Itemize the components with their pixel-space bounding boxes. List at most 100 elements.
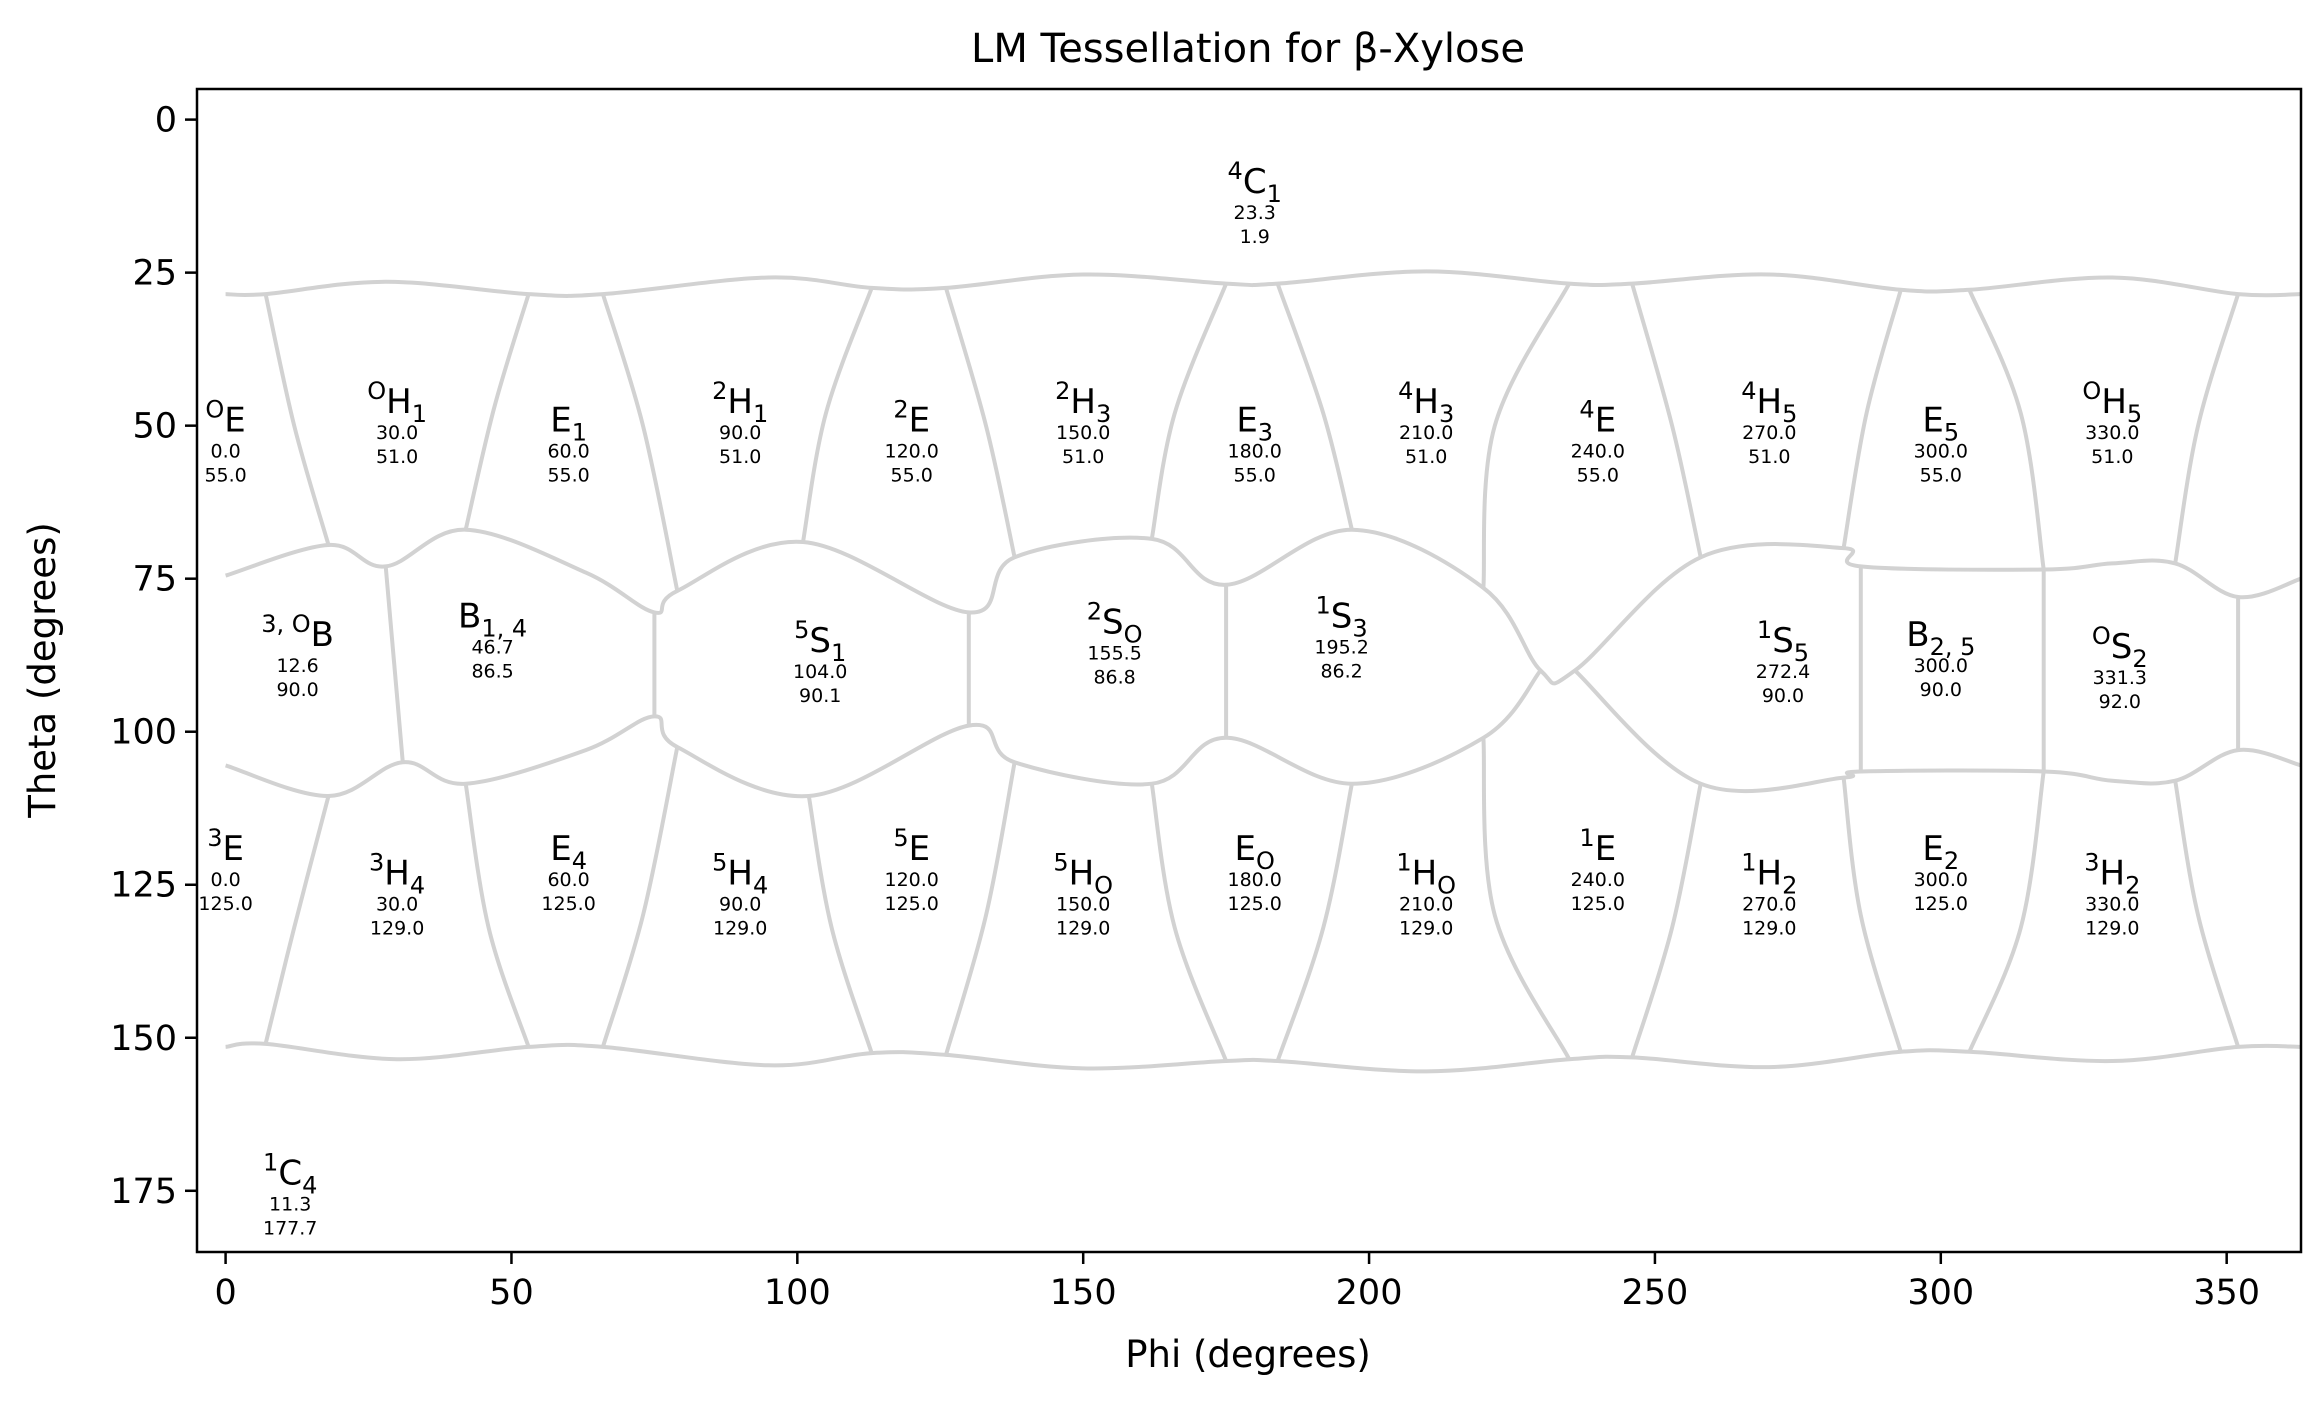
tessellation-edge <box>1841 289 1903 549</box>
pucker-phi-value: 46.7 <box>471 636 513 658</box>
pucker-theta-value: 92.0 <box>2099 691 2141 713</box>
pucker-phi-value: 270.0 <box>1742 422 1796 444</box>
pucker-theta-value: 1.9 <box>1240 226 1270 248</box>
pucker-point: OE0.055.0 <box>204 396 246 487</box>
pucker-theta-value: 125.0 <box>884 893 938 915</box>
pucker-phi-value: 240.0 <box>1571 441 1625 463</box>
pucker-name-label: B2, 5 <box>1906 615 1975 661</box>
pucker-name-label: 2E <box>893 396 930 441</box>
x-tick-label: 350 <box>2193 1273 2260 1313</box>
pucker-name-label: 5H4 <box>712 849 768 900</box>
y-axis-label: Theta (degrees) <box>21 522 64 819</box>
tessellation-boundaries <box>225 269 2302 1074</box>
pucker-theta-value: 86.2 <box>1320 660 1362 682</box>
tessellation-edge <box>1573 669 2302 794</box>
pucker-theta-value: 55.0 <box>547 465 589 487</box>
pucker-phi-value: 270.0 <box>1742 894 1796 916</box>
pucker-name-label: 5S1 <box>794 616 846 667</box>
pucker-name-label: E3 <box>1236 401 1273 447</box>
tessellation-edge <box>944 287 1017 558</box>
pucker-theta-value: 55.0 <box>204 465 246 487</box>
pucker-phi-value: 300.0 <box>1914 441 1968 463</box>
y-tick-label: 0 <box>155 101 177 141</box>
tessellation-edge <box>1149 282 1228 540</box>
y-tick-label: 125 <box>110 866 177 906</box>
x-axis-label: Phi (degrees) <box>1125 1333 1371 1376</box>
tessellation-edge <box>600 293 680 592</box>
pucker-name-label: E2 <box>1922 829 1959 875</box>
pucker-name-label: 2H3 <box>1055 377 1111 428</box>
pucker-phi-value: 300.0 <box>1914 655 1968 677</box>
pucker-phi-value: 300.0 <box>1914 869 1968 891</box>
tessellation-edge <box>944 761 1017 1056</box>
tessellation-edge <box>1967 289 2046 570</box>
x-tick-label: 200 <box>1336 1273 1403 1313</box>
pucker-phi-value: 60.0 <box>547 869 589 891</box>
y-tick-label: 100 <box>110 713 177 753</box>
pucker-theta-value: 90.0 <box>276 679 318 701</box>
pucker-phi-value: 30.0 <box>376 422 418 444</box>
tessellation-edge <box>801 287 874 543</box>
x-tick-label: 100 <box>764 1273 831 1313</box>
pucker-phi-value: 30.0 <box>376 894 418 916</box>
pucker-name-label: OH1 <box>367 377 427 428</box>
pucker-theta-value: 90.0 <box>1920 679 1962 701</box>
pucker-phi-value: 330.0 <box>2085 894 2139 916</box>
tessellation-edge <box>1841 777 1903 1053</box>
pucker-theta-value: 51.0 <box>376 446 418 468</box>
tessellation-edge <box>1630 283 1703 558</box>
pucker-name-label: 1H2 <box>1741 849 1797 900</box>
pucker-name-label: 1HO <box>1396 849 1456 900</box>
tessellation-edge <box>600 746 680 1048</box>
tessellation-edge <box>383 566 405 763</box>
y-tick-label: 25 <box>132 254 177 294</box>
pucker-theta-value: 125.0 <box>198 893 252 915</box>
pucker-phi-value: 12.6 <box>276 655 318 677</box>
pucker-name-label: 3E <box>207 824 244 869</box>
pucker-labels: 4C123.31.9OE0.055.0OH130.051.0E160.055.0… <box>198 157 2147 1240</box>
pucker-phi-value: 180.0 <box>1227 869 1281 891</box>
tessellation-edge <box>1275 783 1354 1062</box>
pucker-point: B1, 446.786.5 <box>458 596 527 682</box>
plot-frame <box>195 87 2303 1254</box>
tessellation-edge <box>225 669 1543 799</box>
pucker-theta-value: 125.0 <box>1571 893 1625 915</box>
pucker-name-label: EO <box>1235 829 1275 875</box>
pucker-name-label: 3H4 <box>369 849 425 900</box>
pucker-name-label: 2SO <box>1087 598 1143 649</box>
pucker-theta-value: 125.0 <box>1227 893 1281 915</box>
pucker-phi-value: 90.0 <box>719 422 761 444</box>
pucker-phi-value: 60.0 <box>547 441 589 463</box>
pucker-theta-value: 129.0 <box>370 918 424 940</box>
x-tick-label: 50 <box>489 1273 534 1313</box>
pucker-name-label: 5HO <box>1053 849 1113 900</box>
y-tick-label: 50 <box>132 407 177 447</box>
pucker-theta-value: 51.0 <box>1062 446 1104 468</box>
pucker-theta-value: 51.0 <box>1405 446 1447 468</box>
pucker-phi-value: 150.0 <box>1056 894 1110 916</box>
tessellation-edge <box>1481 282 1571 589</box>
x-axis: 0 50 100 150 200 250 300 350 <box>214 1252 2260 1313</box>
pucker-theta-value: 177.7 <box>263 1217 317 1239</box>
tessellation-edge <box>225 1041 2302 1074</box>
tessellation-edge <box>1967 771 2046 1053</box>
tessellation-edge <box>1275 282 1354 531</box>
pucker-name-label: 4H3 <box>1398 377 1454 428</box>
